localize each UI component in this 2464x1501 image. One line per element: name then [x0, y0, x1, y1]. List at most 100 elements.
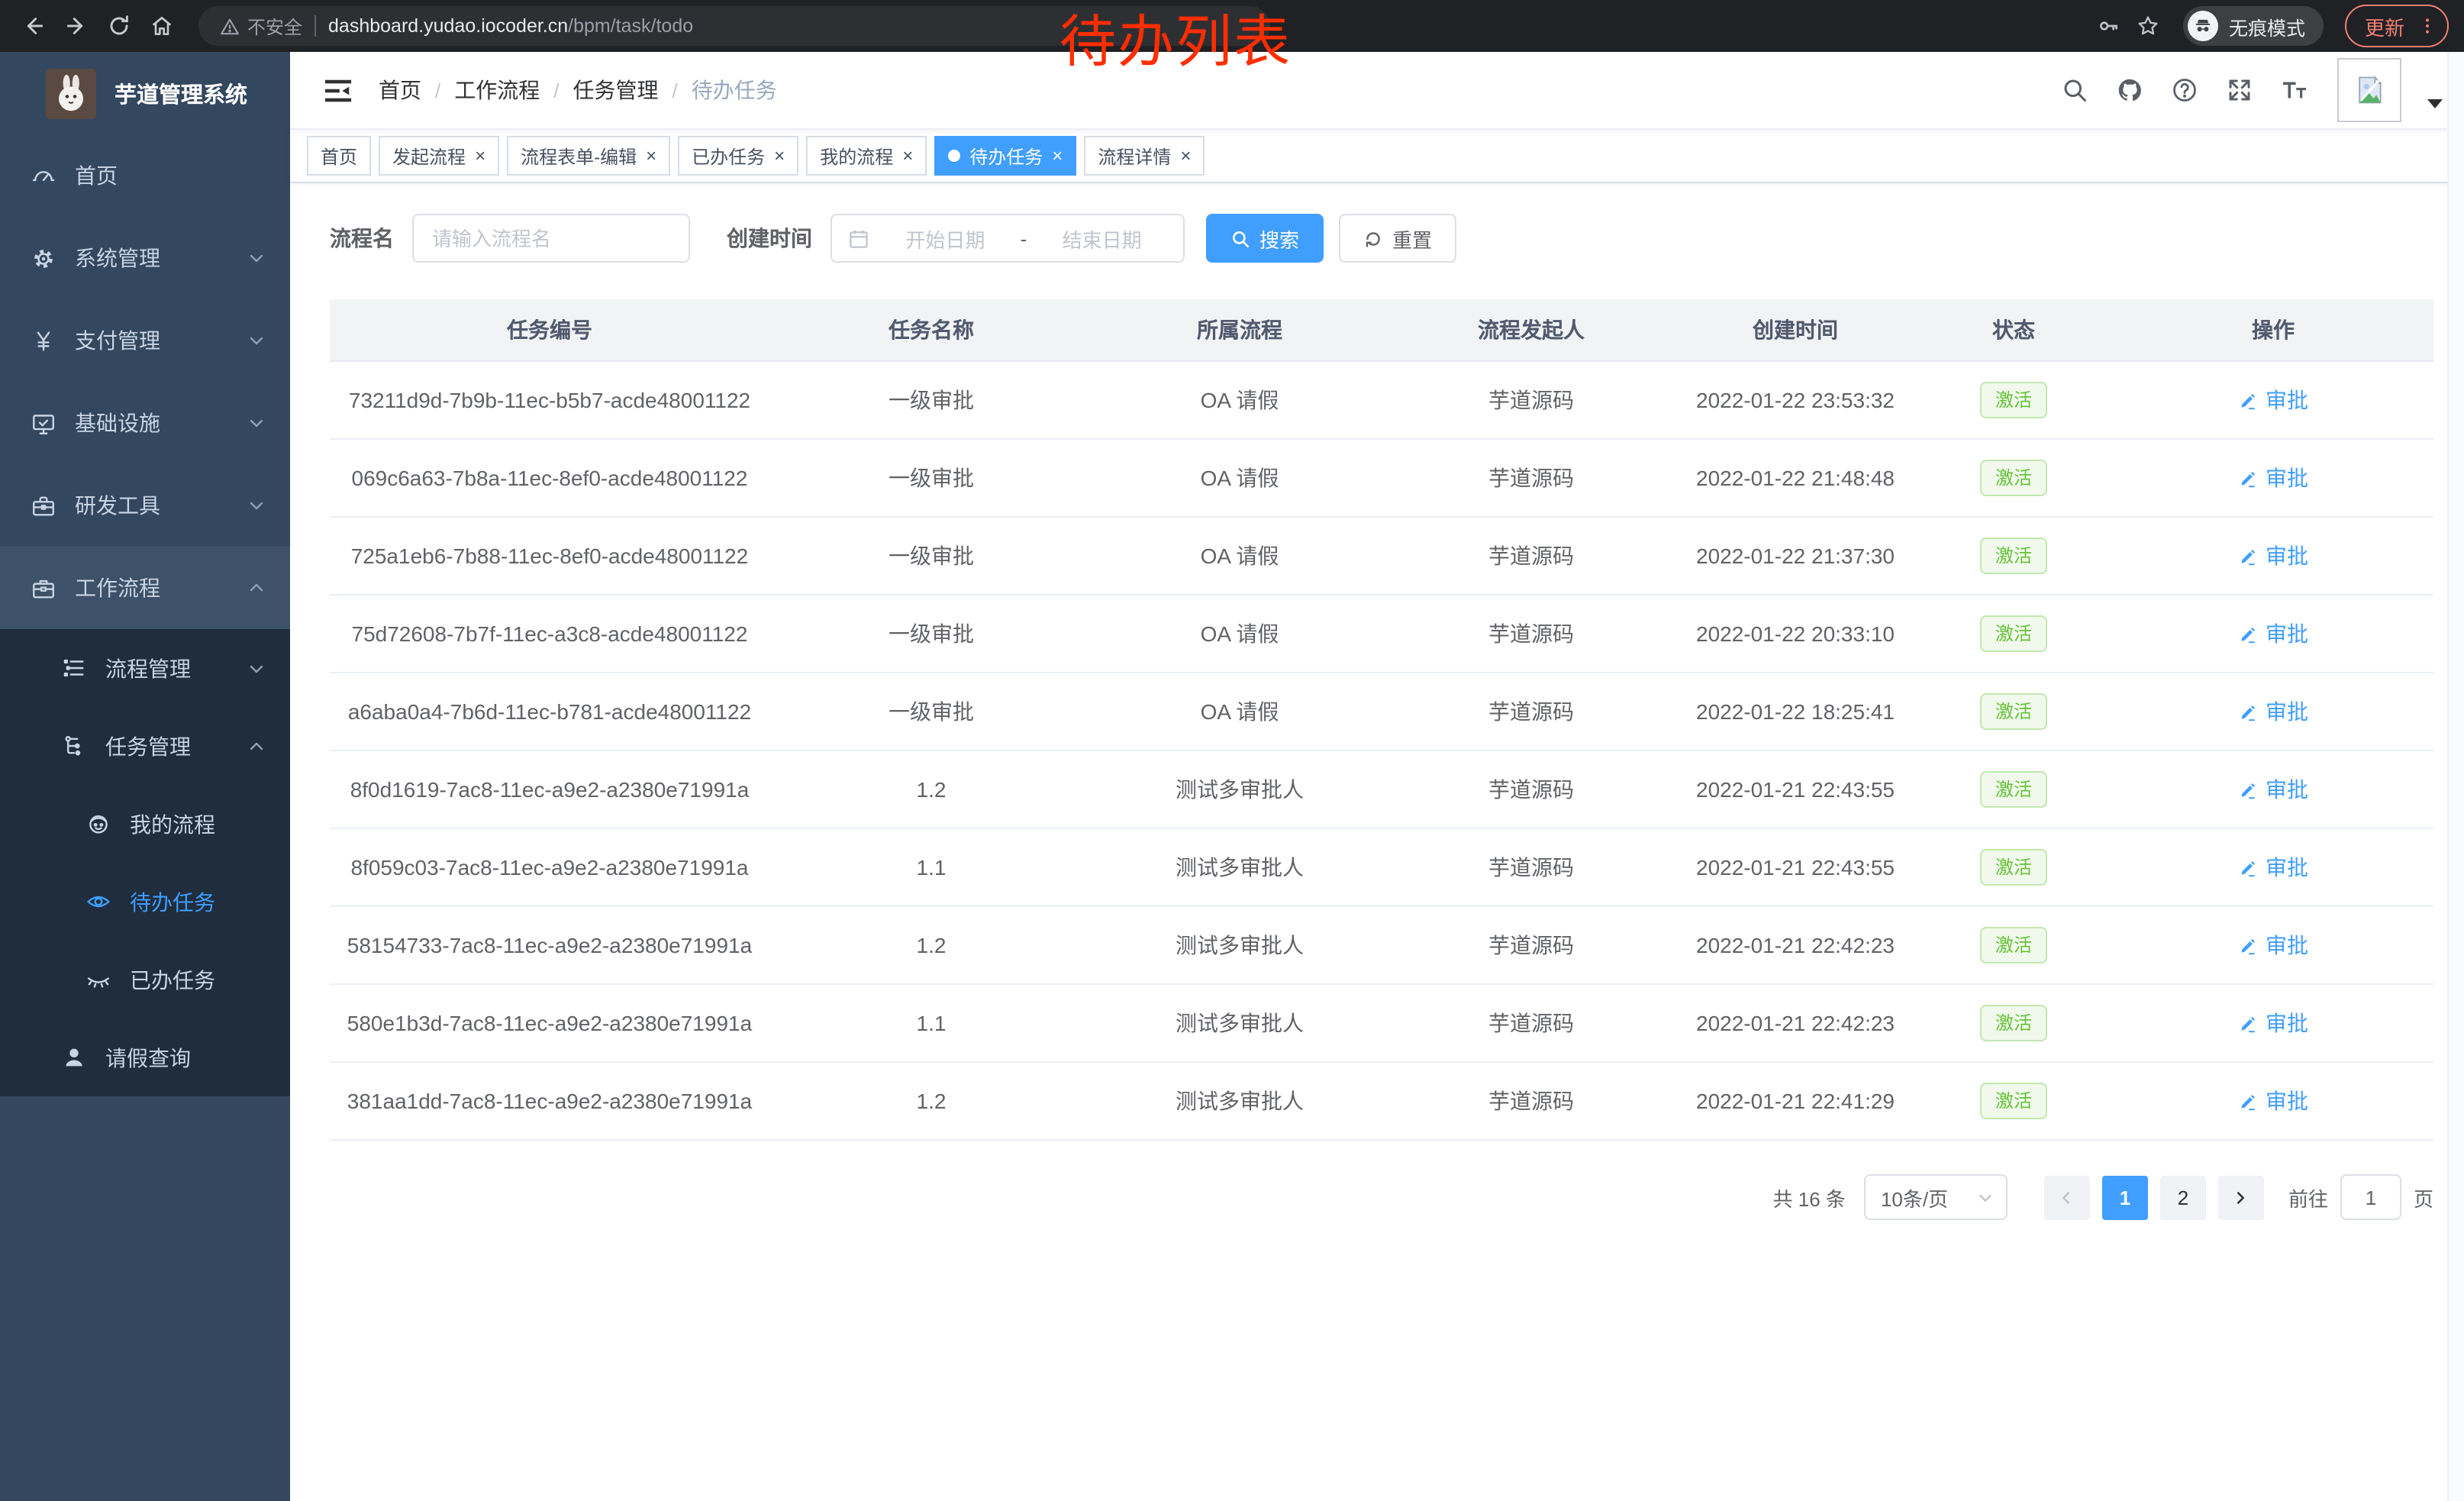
search-button[interactable]: 搜索	[1206, 214, 1324, 263]
sidebar-item-请假查询[interactable]: 请假查询	[0, 1018, 290, 1096]
breadcrumb-item-任务管理[interactable]: 任务管理	[572, 78, 659, 102]
approve-button[interactable]: 审批	[2238, 774, 2308, 805]
approve-button[interactable]: 审批	[2238, 463, 2308, 493]
action-cell: 审批	[2113, 361, 2433, 440]
task-id: 75d72608-7b7f-11ec-a3c8-acde48001122	[330, 595, 769, 673]
address-bar[interactable]: 不安全 dashboard.yudao.iocoder.cn/bpm/task/…	[198, 6, 1270, 46]
action-cell: 审批	[2113, 595, 2433, 673]
search-icon[interactable]	[2059, 76, 2088, 105]
sidebar-item-首页[interactable]: 首页	[0, 134, 290, 217]
task-id: 580e1b3d-7ac8-11ec-a9e2-a2380e71991a	[330, 984, 769, 1063]
created-time: 2022-01-22 18:25:41	[1676, 673, 1914, 751]
tab-待办任务[interactable]: 待办任务 ×	[934, 136, 1077, 176]
tab-流程表单-编辑[interactable]: 流程表单-编辑 ×	[507, 136, 671, 176]
breadcrumb-item-首页[interactable]: 首页	[379, 78, 421, 102]
chevron-right-icon	[2237, 1191, 2245, 1203]
sidebar-item-待办任务[interactable]: 待办任务	[0, 863, 290, 941]
task-name: 一级审批	[769, 595, 1093, 673]
tab-流程详情[interactable]: 流程详情 ×	[1084, 136, 1205, 176]
tab-close-icon[interactable]: ×	[1052, 145, 1063, 166]
breadcrumb-item-工作流程[interactable]: 工作流程	[454, 78, 540, 102]
browser-update-button[interactable]: 更新	[2344, 5, 2449, 47]
sidebar-item-基础设施[interactable]: 基础设施	[0, 382, 290, 464]
tab-close-icon[interactable]: ×	[774, 145, 785, 166]
github-icon[interactable]	[2114, 76, 2143, 105]
divider	[314, 15, 317, 37]
home-icon[interactable]	[144, 8, 180, 44]
goto-page-input[interactable]	[2340, 1174, 2401, 1220]
approve-label: 审批	[2266, 699, 2308, 724]
task-name: 1.1	[769, 984, 1093, 1063]
process-name-input[interactable]	[412, 214, 690, 263]
tab-发起流程[interactable]: 发起流程 ×	[379, 136, 500, 176]
sidebar-item-研发工具[interactable]: 研发工具	[0, 464, 290, 547]
pagination: 共 16 条 10条/页 12 前往 页	[330, 1174, 2433, 1220]
page-size-select[interactable]: 10条/页	[1863, 1174, 2008, 1220]
created-time: 2022-01-21 22:42:23	[1676, 984, 1914, 1063]
status-cell: 激活	[1914, 1062, 2113, 1141]
search-icon	[1233, 231, 1250, 247]
action-cell: 审批	[2113, 750, 2433, 829]
security-warning: 不安全	[220, 13, 302, 39]
forward-icon[interactable]	[58, 8, 95, 44]
avatar-dropdown-caret[interactable]	[2427, 99, 2443, 108]
sidebar-item-我的流程[interactable]: 我的流程	[0, 785, 290, 863]
tab-close-icon[interactable]: ×	[1180, 145, 1192, 166]
prev-page-button[interactable]	[2043, 1175, 2090, 1219]
sidebar-item-label: 待办任务	[130, 889, 215, 914]
page-scrollbar[interactable]	[2447, 52, 2464, 1501]
sidebar-item-label: 基础设施	[75, 411, 160, 435]
menu-dots-icon[interactable]	[2417, 15, 2438, 37]
tab-close-icon[interactable]: ×	[646, 145, 657, 166]
sidebar-collapse-icon[interactable]	[321, 73, 354, 107]
key-icon[interactable]	[2091, 9, 2125, 43]
next-page-button[interactable]	[2217, 1175, 2264, 1219]
approve-button[interactable]: 审批	[2238, 1008, 2308, 1038]
column-header-创建时间: 创建时间	[1676, 299, 1914, 362]
sidebar-item-工作流程[interactable]: 工作流程	[0, 547, 290, 629]
sidebar-item-已办任务[interactable]: 已办任务	[0, 941, 290, 1018]
tab-close-icon[interactable]: ×	[475, 145, 486, 166]
sidebar-item-支付管理[interactable]: 支付管理	[0, 299, 290, 382]
table-row: 8f059c03-7ac8-11ec-a9e2-a2380e71991a 1.1 测…	[330, 828, 2433, 907]
sidebar-item-label: 流程管理	[105, 656, 191, 680]
create-time-range-picker[interactable]: 开始日期 - 结束日期	[830, 214, 1185, 263]
sidebar-item-任务管理[interactable]: 任务管理	[0, 707, 290, 785]
filter-form: 流程名 创建时间 开始日期 - 结束日期 搜索 重	[330, 214, 2433, 263]
approve-button[interactable]: 审批	[2238, 696, 2308, 727]
tab-已办任务[interactable]: 已办任务 ×	[678, 136, 799, 176]
chevron-down-icon	[247, 496, 266, 515]
reset-button[interactable]: 重置	[1339, 214, 1457, 263]
approve-button[interactable]: 审批	[2238, 618, 2308, 649]
table-row: 381aa1dd-7ac8-11ec-a9e2-a2380e71991a 1.2 测…	[330, 1062, 2433, 1141]
action-cell: 审批	[2113, 673, 2433, 751]
process-name: OA 请假	[1093, 517, 1386, 596]
approve-button[interactable]: 审批	[2238, 852, 2308, 883]
approve-label: 审批	[2266, 544, 2308, 568]
bookmark-star-icon[interactable]	[2131, 9, 2165, 43]
tab-首页[interactable]: 首页	[307, 136, 372, 176]
refresh-icon	[1366, 231, 1380, 247]
tab-close-icon[interactable]: ×	[902, 145, 914, 166]
approve-button[interactable]: 审批	[2238, 930, 2308, 960]
back-icon[interactable]	[15, 8, 52, 44]
sidebar-item-label: 支付管理	[75, 328, 160, 353]
initiator: 芋道源码	[1386, 984, 1676, 1063]
page-button-2[interactable]: 2	[2159, 1175, 2206, 1219]
sidebar-item-系统管理[interactable]: 系统管理	[0, 217, 290, 299]
approve-button[interactable]: 审批	[2238, 385, 2308, 415]
approve-button[interactable]: 审批	[2238, 541, 2308, 571]
fullscreen-icon[interactable]	[2224, 76, 2253, 105]
process-name: 测试多审批人	[1093, 984, 1386, 1063]
user-avatar[interactable]	[2337, 58, 2401, 122]
approve-label: 审批	[2266, 1011, 2308, 1035]
help-icon[interactable]	[2169, 76, 2198, 105]
page-button-1[interactable]: 1	[2101, 1175, 2148, 1219]
sidebar-item-流程管理[interactable]: 流程管理	[0, 629, 290, 707]
tab-label: 流程表单-编辑	[521, 146, 637, 167]
reload-icon[interactable]	[101, 8, 137, 44]
column-header-任务编号: 任务编号	[330, 299, 769, 362]
approve-button[interactable]: 审批	[2238, 1086, 2308, 1116]
tab-我的流程[interactable]: 我的流程 ×	[806, 136, 927, 176]
font-size-icon[interactable]	[2279, 76, 2308, 105]
